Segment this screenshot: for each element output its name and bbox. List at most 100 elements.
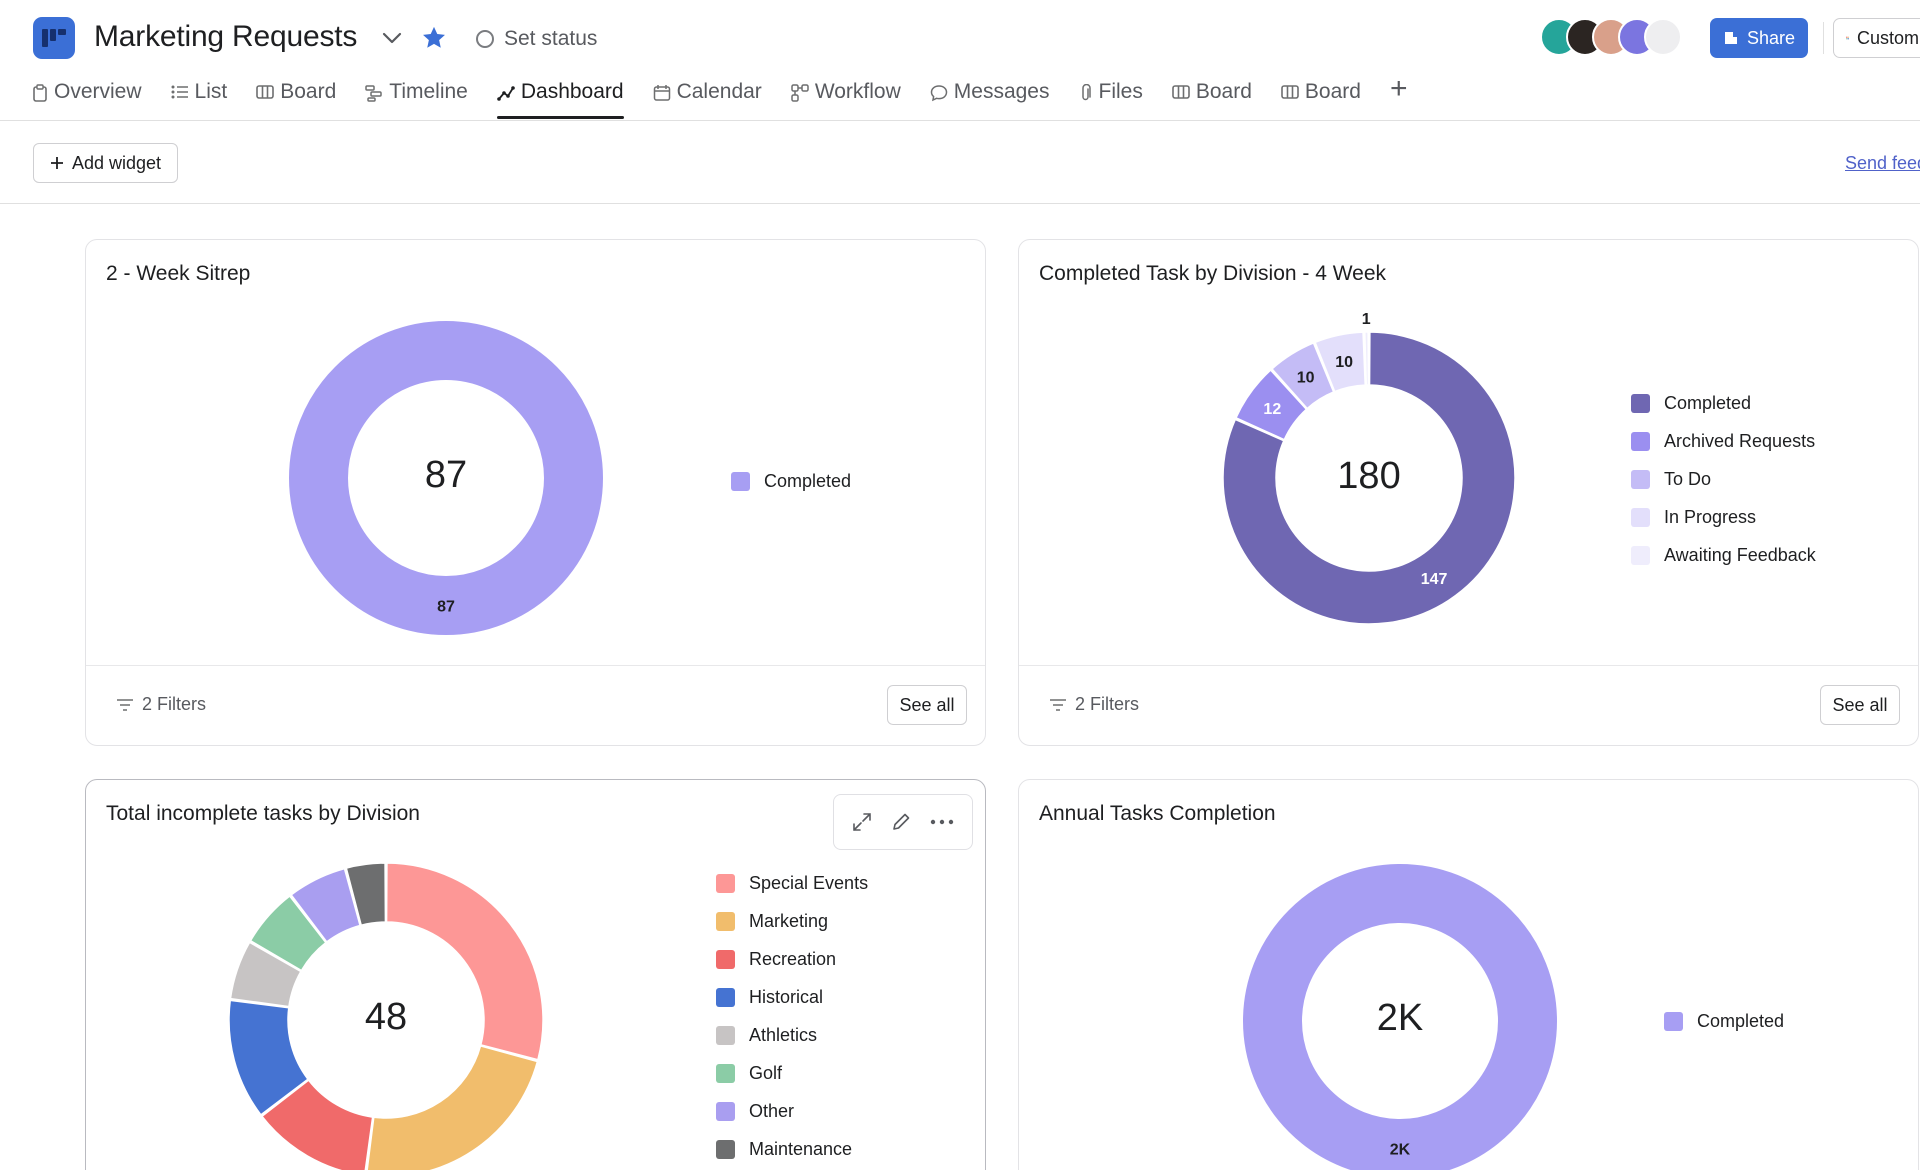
legend-swatch [716, 1139, 735, 1159]
legend-item[interactable]: Golf [716, 1054, 868, 1092]
set-status-button[interactable]: Set status [476, 26, 597, 52]
pie-slice[interactable] [385, 862, 544, 1061]
see-all-button[interactable]: See all [1820, 685, 1900, 725]
legend-item[interactable]: Completed [1664, 1002, 1784, 1040]
send-feedback-link[interactable]: Send feedback [1845, 153, 1920, 173]
legend-item[interactable]: Historical [716, 978, 868, 1016]
member-avatars[interactable] [1540, 18, 1690, 56]
tab-label: Timeline [389, 80, 468, 103]
avatar[interactable] [1644, 18, 1682, 56]
pie-slice[interactable] [229, 941, 302, 1008]
data-label: 10 [1335, 354, 1353, 371]
filter-icon [117, 698, 133, 711]
pie-slice[interactable] [1222, 331, 1516, 625]
legend-label: Golf [749, 1062, 783, 1083]
apps-icon [1846, 36, 1849, 40]
filters-button[interactable]: 2 Filters [1049, 694, 1139, 715]
legend-item[interactable]: Athletics [716, 1016, 868, 1054]
tab-board-2[interactable]: Board [1172, 76, 1252, 120]
tab-label: Board [1304, 80, 1361, 103]
chart-legend: Completed [1664, 1002, 1784, 1040]
project-logo-icon[interactable] [33, 17, 75, 59]
pie-slice[interactable] [260, 1079, 374, 1170]
tab-overview[interactable]: Overview [32, 76, 142, 120]
legend-item[interactable]: Maintenance [716, 1130, 868, 1168]
tab-label: Board [280, 80, 337, 103]
filters-button[interactable]: 2 Filters [116, 694, 206, 715]
board-icon [1172, 85, 1190, 99]
share-button[interactable]: Share [1710, 18, 1808, 58]
add-widget-label: Add widget [71, 152, 162, 173]
legend-swatch [716, 1063, 735, 1083]
widget-card[interactable]: Annual Tasks Completion 2K 2K Completed [1018, 779, 1919, 1170]
tab-board-3[interactable]: Board [1281, 76, 1361, 120]
project-title[interactable]: Marketing Requests [94, 20, 358, 53]
tab-workflow[interactable]: Workflow [791, 76, 901, 120]
widget-card[interactable]: 2 - Week Sitrep 87 87 Completed 2 Filter… [85, 239, 986, 746]
pie-slice[interactable] [1234, 369, 1308, 441]
tab-label: Overview [54, 80, 142, 103]
legend-label: Completed [764, 470, 852, 491]
pie-slice[interactable] [228, 999, 309, 1116]
legend-swatch [716, 873, 735, 893]
add-widget-button[interactable]: Add widget [33, 143, 178, 183]
legend-item[interactable]: Marketing [716, 902, 868, 940]
tab-messages[interactable]: Messages [930, 76, 1050, 120]
pie-slice[interactable] [345, 862, 387, 927]
legend-swatch [1631, 507, 1650, 527]
message-icon [930, 85, 948, 102]
pie-slice[interactable] [249, 894, 327, 972]
edit-pencil-icon[interactable] [890, 811, 912, 833]
pie-slice[interactable] [366, 1045, 539, 1170]
expand-icon[interactable] [851, 811, 873, 833]
widget-card[interactable]: Total incomplete tasks by Division 48 Sp… [85, 779, 986, 1170]
tab-dashboard[interactable]: Dashboard [496, 76, 624, 120]
legend-swatch [1631, 393, 1650, 413]
tab-list[interactable]: List [171, 76, 227, 120]
star-icon[interactable] [420, 24, 448, 52]
legend-item[interactable]: Special Events [716, 864, 868, 902]
donut-chart[interactable]: 2K 2K [1240, 861, 1560, 1170]
legend-item[interactable]: To Do [1631, 460, 1816, 498]
legend-item[interactable]: Other [716, 1092, 868, 1130]
legend-swatch [1664, 1011, 1683, 1031]
widget-card[interactable]: Completed Task by Division - 4 Week 147 1… [1018, 239, 1919, 746]
customize-button[interactable]: Customize [1833, 18, 1920, 58]
legend-swatch [716, 1101, 735, 1121]
chart-total: 48 [364, 996, 408, 1038]
tab-label: Workflow [814, 80, 901, 103]
tab-files[interactable]: Files [1079, 76, 1143, 120]
donut-chart[interactable]: 147 12 10 10 1 180 [1219, 311, 1519, 628]
paperclip-icon [1081, 84, 1091, 101]
add-tab-plus-icon[interactable]: + [1389, 72, 1408, 105]
pie-slice[interactable] [1364, 331, 1370, 386]
chart-total: 2K [1376, 997, 1424, 1039]
tab-calendar[interactable]: Calendar [653, 76, 762, 120]
share-label: Share [1746, 27, 1796, 48]
pie-slice[interactable] [290, 867, 361, 943]
legend-item[interactable]: Completed [1631, 384, 1816, 422]
tab-timeline[interactable]: Timeline [365, 76, 468, 120]
legend-item[interactable]: Recreation [716, 940, 868, 978]
pie-slice[interactable] [1243, 864, 1557, 1170]
pie-slice[interactable] [1314, 331, 1366, 393]
legend-item[interactable]: Archived Requests [1631, 422, 1816, 460]
widget-footer: 2 Filters See all [1019, 665, 1918, 745]
legend-item[interactable]: Awaiting Feedback [1631, 536, 1816, 574]
legend-item[interactable]: In Progress [1631, 498, 1816, 536]
legend-label: Other [749, 1100, 795, 1121]
clipboard-icon [33, 84, 47, 102]
pie-slice[interactable] [1270, 341, 1335, 410]
donut-chart[interactable]: 48 [226, 860, 546, 1170]
widget-title: 2 - Week Sitrep [106, 262, 251, 285]
chevron-down-icon[interactable] [380, 28, 404, 48]
legend-item[interactable]: Completed [731, 462, 851, 500]
pie-slice[interactable] [289, 321, 603, 635]
customize-label: Customize [1856, 27, 1920, 48]
legend-swatch [1631, 469, 1650, 489]
more-options-icon[interactable] [929, 811, 955, 833]
data-label: 1 [1362, 311, 1371, 328]
donut-chart[interactable]: 87 87 [286, 318, 606, 638]
tab-board[interactable]: Board [256, 76, 336, 120]
see-all-button[interactable]: See all [887, 685, 967, 725]
